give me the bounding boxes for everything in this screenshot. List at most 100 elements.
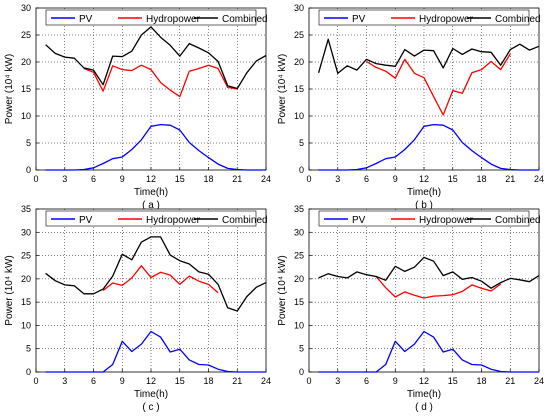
series-line-hydropower bbox=[366, 53, 511, 116]
tick-label-x: 15 bbox=[448, 174, 458, 184]
tick-label-x: 9 bbox=[120, 174, 125, 184]
tick-label-x: 18 bbox=[476, 174, 486, 184]
x-axis-label: Time(h) bbox=[407, 187, 441, 198]
y-axis-label: Power (10⁴ kW) bbox=[4, 255, 15, 325]
legend-label-combined: Combined bbox=[495, 14, 541, 25]
legend-box bbox=[45, 210, 257, 227]
x-axis-label: Time(h) bbox=[134, 389, 168, 400]
tick-label-y: 30 bbox=[21, 227, 31, 237]
legend: PV Hydropower Combined bbox=[318, 9, 541, 26]
series-line-hydropower bbox=[375, 276, 502, 299]
tick-label-y: 20 bbox=[21, 274, 31, 284]
legend-label-combined: Combined bbox=[495, 215, 541, 226]
x-axis-label: Time(h) bbox=[134, 187, 168, 198]
tick-label-x: 6 bbox=[91, 376, 96, 386]
tick-label-x: 21 bbox=[232, 376, 242, 386]
tick-label-x: 3 bbox=[335, 376, 340, 386]
tick-label-x: 0 bbox=[33, 174, 38, 184]
tick-label-y: 5 bbox=[299, 344, 304, 354]
tick-label-x: 15 bbox=[448, 376, 458, 386]
y-axis-label: Power (10⁴ kW) bbox=[277, 54, 288, 124]
tick-label-x: 24 bbox=[261, 174, 271, 184]
tick-label-x: 24 bbox=[534, 174, 544, 184]
tick-label-x: 9 bbox=[120, 376, 125, 386]
tick-label-x: 21 bbox=[505, 376, 515, 386]
series-line-combined bbox=[318, 256, 540, 289]
tick-label-y: 35 bbox=[294, 204, 304, 214]
tick-label-y: 15 bbox=[294, 84, 304, 94]
panel-caption: ( b ) bbox=[415, 200, 433, 211]
legend: PV Hydropower Combined bbox=[45, 9, 268, 26]
tick-label-y: 25 bbox=[294, 251, 304, 261]
tick-label-x: 9 bbox=[393, 174, 398, 184]
legend-label-combined: Combined bbox=[222, 14, 268, 25]
tick-label-x: 6 bbox=[364, 376, 369, 386]
tick-label-x: 15 bbox=[175, 376, 185, 386]
tick-label-y: 30 bbox=[294, 227, 304, 237]
tick-label-y: 0 bbox=[26, 165, 31, 175]
tick-label-y: 30 bbox=[21, 3, 31, 13]
tick-label-y: 15 bbox=[21, 84, 31, 94]
series-line-pv bbox=[318, 123, 539, 171]
tick-label-x: 6 bbox=[91, 174, 96, 184]
series-line-pv bbox=[318, 330, 539, 373]
tick-label-x: 18 bbox=[476, 376, 486, 386]
y-axis-label: Power (10⁴ kW) bbox=[277, 255, 288, 325]
legend-label-pv: PV bbox=[352, 215, 366, 226]
tick-label-x: 9 bbox=[393, 376, 398, 386]
tick-label-y: 10 bbox=[294, 111, 304, 121]
legend: PV Hydropower Combined bbox=[45, 210, 268, 227]
x-axis-label: Time(h) bbox=[407, 389, 441, 400]
legend-label-pv: PV bbox=[79, 215, 93, 226]
tick-label-y: 20 bbox=[294, 57, 304, 67]
y-axis-label: Power (10⁴ kW) bbox=[4, 54, 15, 124]
legend-box bbox=[318, 210, 530, 227]
tick-label-y: 10 bbox=[21, 320, 31, 330]
panel-caption: ( c ) bbox=[142, 402, 159, 413]
tick-label-x: 6 bbox=[364, 174, 369, 184]
series-line-combined bbox=[45, 26, 267, 90]
legend-label-pv: PV bbox=[352, 14, 366, 25]
tick-label-x: 0 bbox=[306, 376, 311, 386]
tick-label-y: 25 bbox=[294, 30, 304, 40]
tick-label-y: 20 bbox=[21, 57, 31, 67]
tick-label-y: 5 bbox=[26, 344, 31, 354]
chart-panel-2: 0 3 6 9 12 15 18 21 24 0 5 10 15 20 25 30 35 Time(h) Power… bbox=[4, 204, 271, 413]
chart-panel-1: 0 3 6 9 12 15 18 21 24 0 5 10 15 20 25 30 Time(h) Power (… bbox=[277, 3, 544, 211]
tick-label-y: 15 bbox=[21, 297, 31, 307]
tick-label-x: 24 bbox=[261, 376, 271, 386]
tick-label-y: 10 bbox=[21, 111, 31, 121]
chart-panel-0: 0 3 6 9 12 15 18 21 24 0 5 10 15 20 25 30 Time(h) Power (… bbox=[4, 3, 271, 211]
tick-label-x: 21 bbox=[505, 174, 515, 184]
panel-caption: ( a ) bbox=[142, 200, 160, 211]
tick-label-y: 20 bbox=[294, 274, 304, 284]
tick-label-y: 5 bbox=[299, 138, 304, 148]
tick-label-y: 35 bbox=[21, 204, 31, 214]
series-line-hydropower bbox=[83, 64, 238, 98]
legend-box bbox=[45, 9, 257, 26]
series-line-pv bbox=[45, 123, 266, 171]
tick-label-x: 3 bbox=[62, 376, 67, 386]
tick-label-y: 0 bbox=[299, 165, 304, 175]
chart-panel-3: 0 3 6 9 12 15 18 21 24 0 5 10 15 20 25 30 35 Time(h) Power… bbox=[277, 204, 544, 413]
legend-label-hydropower: Hydropower bbox=[419, 14, 474, 25]
tick-label-y: 25 bbox=[21, 251, 31, 261]
tick-label-y: 0 bbox=[299, 367, 304, 377]
tick-label-y: 10 bbox=[294, 320, 304, 330]
tick-label-x: 3 bbox=[335, 174, 340, 184]
panel-caption: ( d ) bbox=[415, 402, 433, 413]
legend-label-combined: Combined bbox=[222, 215, 268, 226]
legend-box bbox=[318, 9, 530, 26]
legend-label-pv: PV bbox=[79, 14, 93, 25]
tick-label-x: 12 bbox=[146, 376, 156, 386]
tick-label-x: 0 bbox=[306, 174, 311, 184]
tick-label-y: 0 bbox=[26, 367, 31, 377]
tick-label-x: 24 bbox=[534, 376, 544, 386]
tick-label-y: 30 bbox=[294, 3, 304, 13]
series-line-hydropower bbox=[102, 265, 219, 294]
tick-label-y: 15 bbox=[294, 297, 304, 307]
legend-label-hydropower: Hydropower bbox=[419, 215, 474, 226]
tick-label-x: 21 bbox=[232, 174, 242, 184]
tick-label-x: 18 bbox=[203, 174, 213, 184]
